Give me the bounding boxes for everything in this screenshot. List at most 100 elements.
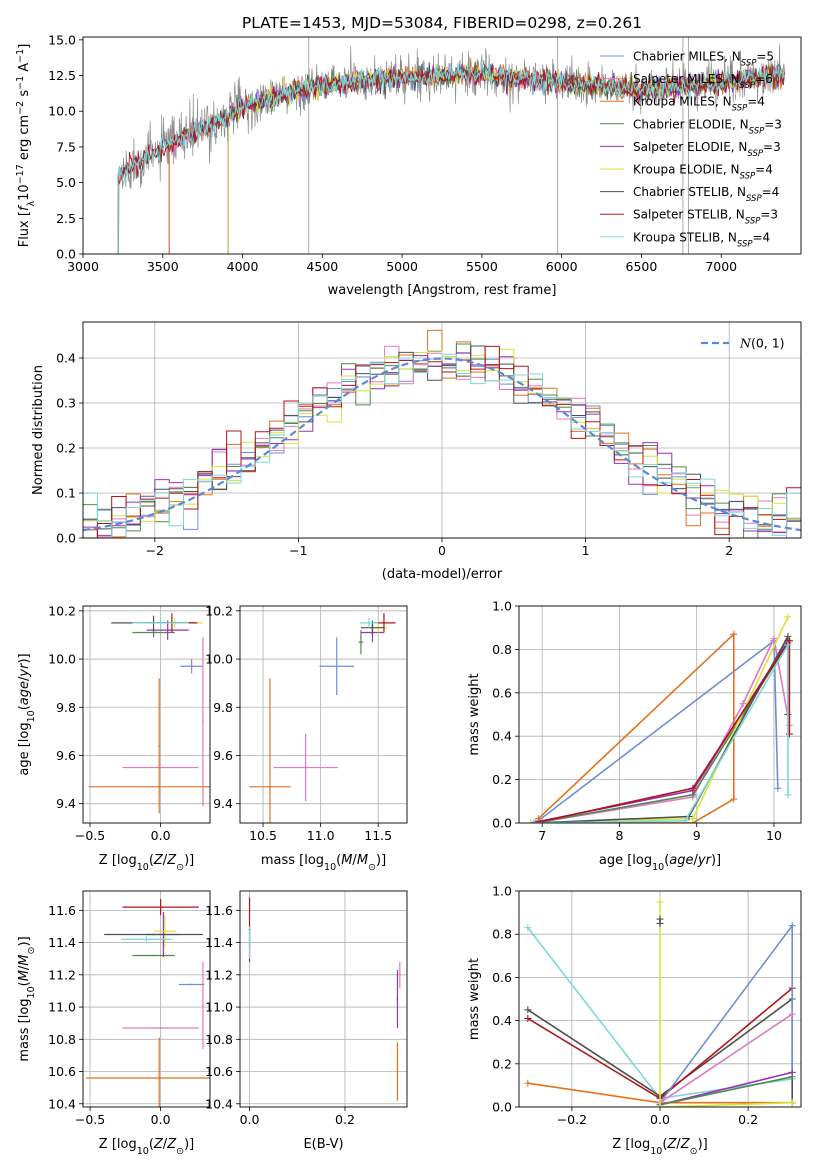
data-point-salpeter_miles	[159, 766, 162, 769]
y-tick-label: 0.0	[56, 531, 76, 546]
legend-label: Chabrier ELODIE, NSSP=3	[633, 117, 782, 136]
y-axis-label: Normed distribution	[31, 365, 46, 495]
x-tick-label: 10.5	[249, 828, 277, 843]
data-point-chabrier_stelib	[371, 626, 374, 629]
axes-frame	[82, 321, 802, 539]
y-tick-label: 1.0	[492, 884, 512, 899]
x-tick-label: 5500	[466, 259, 498, 274]
histogram-step-kroupa_elodie	[83, 348, 801, 522]
data-point-salpeter_miles	[398, 973, 401, 976]
y-tick-label: 10.2	[48, 603, 76, 618]
legend-label: Kroupa ELODIE, NSSP=4	[633, 163, 773, 182]
x-tick-label: −1	[289, 543, 307, 558]
y-axis-label: Flux [fλ10−17 erg cm−2 s−1 A−1]	[15, 44, 37, 248]
data-point-kroupa_miles	[396, 1070, 399, 1073]
legend-label: Salpeter STELIB, NSSP=3	[633, 208, 778, 227]
y-tick-label: 11.6	[48, 903, 76, 918]
x-tick-label: 0.0	[151, 1112, 171, 1127]
y-tick-label: 10.0	[48, 652, 76, 667]
y-tick-label: 5.0	[56, 175, 76, 190]
data-point-chabrier_miles	[190, 983, 193, 986]
weight-marker-kroupa_miles	[730, 795, 738, 803]
x-tick-label: 7	[538, 828, 546, 843]
weight-line-salpeter_miles	[659, 1013, 793, 1104]
histogram-step-chabrier_stelib	[83, 345, 801, 530]
x-tick-label: 1	[582, 543, 590, 558]
weight-marker-kroupa_miles	[730, 630, 738, 638]
x-tick-label: −0.5	[75, 1112, 105, 1127]
y-tick-label: 10.4	[48, 1096, 76, 1111]
weight-line-kroupa_elodie	[659, 901, 793, 1107]
panel-residuals: −2 −1 0 1 2 0.0 0.1 0.2 0.3 0.4 N(0, 1) (data-model…	[31, 321, 802, 582]
weight-marker-kroupa_stelib	[784, 641, 792, 649]
x-tick-label: 7000	[705, 259, 737, 274]
y-tick-label: 12.5	[48, 68, 76, 83]
y-tick-label: 0.0	[492, 816, 512, 831]
x-tick-label: 8	[615, 828, 623, 843]
data-point-kroupa_miles	[269, 785, 271, 788]
panel-age_vs_mass: 10.5 11.0 11.5 9.4 9.6 9.8 10.0 10.2 mass [log10…	[205, 603, 408, 873]
observed-spectrum-line	[118, 37, 786, 254]
y-tick-label: 10.0	[205, 652, 233, 667]
y-tick-label: 0.1	[56, 486, 76, 501]
x-axis-label: wavelength [Angstrom, rest frame]	[328, 283, 557, 298]
y-tick-label: 0.4	[56, 351, 76, 366]
y-axis-label: mass weight	[467, 673, 482, 755]
weight-marker-kroupa_elodie	[689, 815, 697, 823]
x-axis-label: (data-model)/error	[382, 567, 503, 582]
weight-line-chabrier_elodie	[659, 1076, 793, 1106]
x-axis-label: Z [log10(Z/Z⊙)]	[612, 1137, 707, 1157]
plot-area-age_vs_mass	[249, 613, 396, 823]
y-tick-label: 9.8	[56, 700, 76, 715]
y-tick-label: 11.4	[48, 935, 76, 950]
data-point-salpeter_miles	[202, 720, 204, 723]
weight-marker-chabrier_miles	[788, 922, 796, 930]
x-tick-label: 0.2	[738, 1112, 758, 1127]
y-axis-label: mass [log10(M/M⊙)]	[17, 936, 37, 1061]
weight-marker-chabrier_stelib	[656, 919, 664, 927]
x-tick-label: 5000	[386, 259, 418, 274]
weight-marker-kroupa_miles	[524, 1079, 532, 1087]
data-point-kroupa_stelib	[159, 621, 162, 624]
x-tick-label: 10	[766, 828, 782, 843]
y-tick-label: 10.4	[205, 1096, 233, 1111]
weight-marker-salpeter_miles	[770, 635, 778, 643]
y-tick-label: 0.6	[492, 970, 512, 985]
y-tick-label: 1.0	[492, 599, 512, 614]
data-point-chabrier_elodie	[152, 631, 155, 634]
axes-frame	[518, 890, 802, 1108]
panel-weight_vs_age: 7 8 9 10 0.0 0.2 0.4 0.6 0.8 1.0 age [log10(age/yr…	[467, 599, 802, 873]
weight-marker-kroupa_elodie	[656, 1103, 664, 1107]
x-tick-label: 6000	[546, 259, 578, 274]
weight-marker-kroupa_elodie	[656, 898, 664, 906]
weight-marker-kroupa_elodie	[527, 819, 535, 823]
x-tick-label: 0	[438, 543, 446, 558]
x-tick-label: 3500	[147, 259, 179, 274]
data-point-kroupa_miles	[158, 744, 161, 747]
x-tick-label: 0.0	[650, 1112, 670, 1127]
weight-marker-chabrier_miles	[774, 784, 782, 792]
y-tick-label: 11.0	[48, 1000, 76, 1015]
weight-marker-salpeter_stelib	[785, 637, 793, 645]
x-axis-label: mass [log10(M/M⊙)]	[261, 853, 386, 873]
histogram-step-salpeter_stelib	[83, 345, 801, 538]
x-axis-label: age [log10(age/yr)]	[599, 853, 721, 873]
x-tick-label: 6500	[626, 259, 658, 274]
x-tick-label: −0.2	[557, 1112, 587, 1127]
x-tick-label: −0.5	[75, 828, 105, 843]
axes-frame	[239, 890, 408, 1108]
axes-frame	[239, 605, 408, 824]
weight-marker-kroupa_stelib	[681, 817, 689, 823]
y-tick-label: 11.4	[205, 935, 233, 950]
x-tick-label: −2	[146, 543, 164, 558]
data-point-chabrier_miles	[335, 665, 338, 668]
weight-marker-kroupa_elodie	[788, 1099, 796, 1107]
y-tick-label: 9.4	[213, 796, 233, 811]
model-spectrum-line-kroupa_stelib	[117, 60, 785, 254]
x-axis-label: Z [log10(Z/Z⊙)]	[99, 1137, 194, 1157]
y-tick-label: 15.0	[48, 32, 76, 47]
y-tick-label: 2.5	[56, 211, 76, 226]
x-tick-label: 11.5	[364, 828, 392, 843]
weight-marker-kroupa_elodie	[784, 613, 792, 621]
